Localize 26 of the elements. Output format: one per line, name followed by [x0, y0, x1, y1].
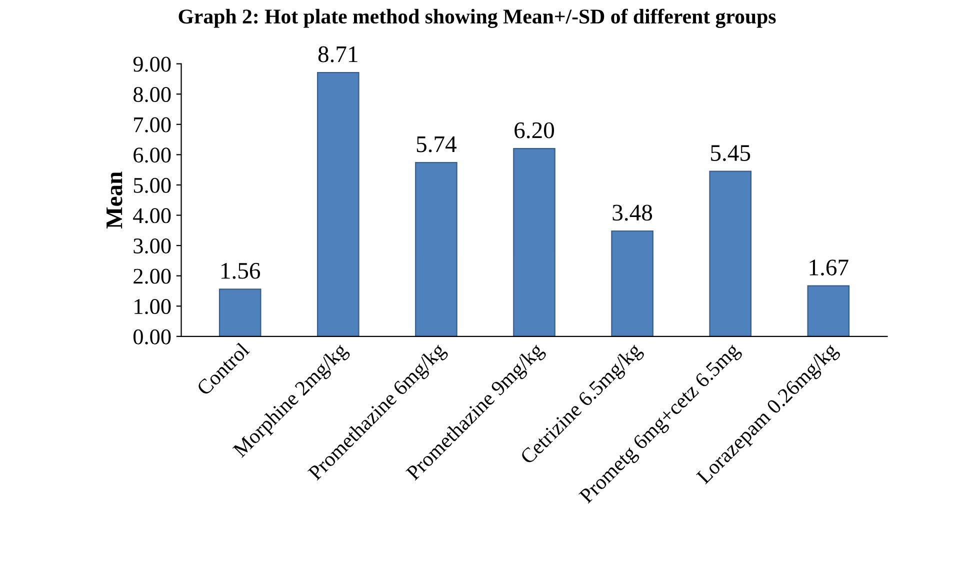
- y-tick-label: 7.00: [134, 117, 171, 132]
- y-tick-label: 5.00: [134, 178, 171, 193]
- y-tick-label: 6.00: [134, 148, 171, 163]
- bar: [316, 72, 360, 336]
- y-tick-label: 1.00: [134, 299, 171, 314]
- data-label: 3.48: [612, 204, 652, 221]
- data-label: 5.74: [416, 136, 456, 152]
- y-tick-label: 9.00: [133, 56, 171, 72]
- y-tick-label: 4.00: [133, 208, 171, 224]
- data-label: 6.20: [514, 122, 554, 138]
- bar: [513, 148, 556, 336]
- bar: [807, 285, 850, 336]
- bar: [218, 288, 262, 336]
- y-tick-label: 0.00: [133, 329, 171, 344]
- bar: [415, 162, 458, 336]
- y-tick-label: 2.00: [134, 268, 171, 284]
- y-axis-title: Mean: [106, 172, 122, 229]
- y-tick-label: 8.00: [133, 87, 171, 102]
- data-label: 8.71: [318, 46, 358, 62]
- data-label: 1.56: [222, 262, 260, 279]
- bar: [709, 170, 752, 336]
- y-tick-label: 3.00: [134, 238, 171, 254]
- data-label: 5.45: [711, 145, 750, 162]
- bar: [611, 230, 654, 336]
- chart-title: Graph 2: Hot plate method showing Mean+/-SD of different groups: [178, 8, 776, 28]
- data-label: 1.67: [810, 260, 848, 276]
